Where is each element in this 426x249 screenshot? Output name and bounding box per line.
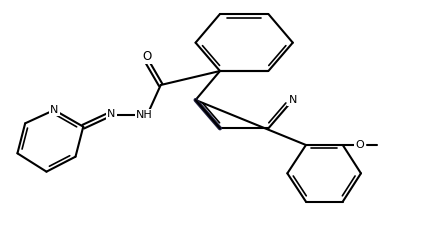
Text: NH: NH bbox=[136, 110, 153, 120]
Text: O: O bbox=[143, 50, 152, 63]
Text: N: N bbox=[107, 109, 115, 119]
Text: N: N bbox=[288, 95, 297, 105]
Text: N: N bbox=[50, 105, 58, 115]
Text: O: O bbox=[355, 140, 364, 150]
